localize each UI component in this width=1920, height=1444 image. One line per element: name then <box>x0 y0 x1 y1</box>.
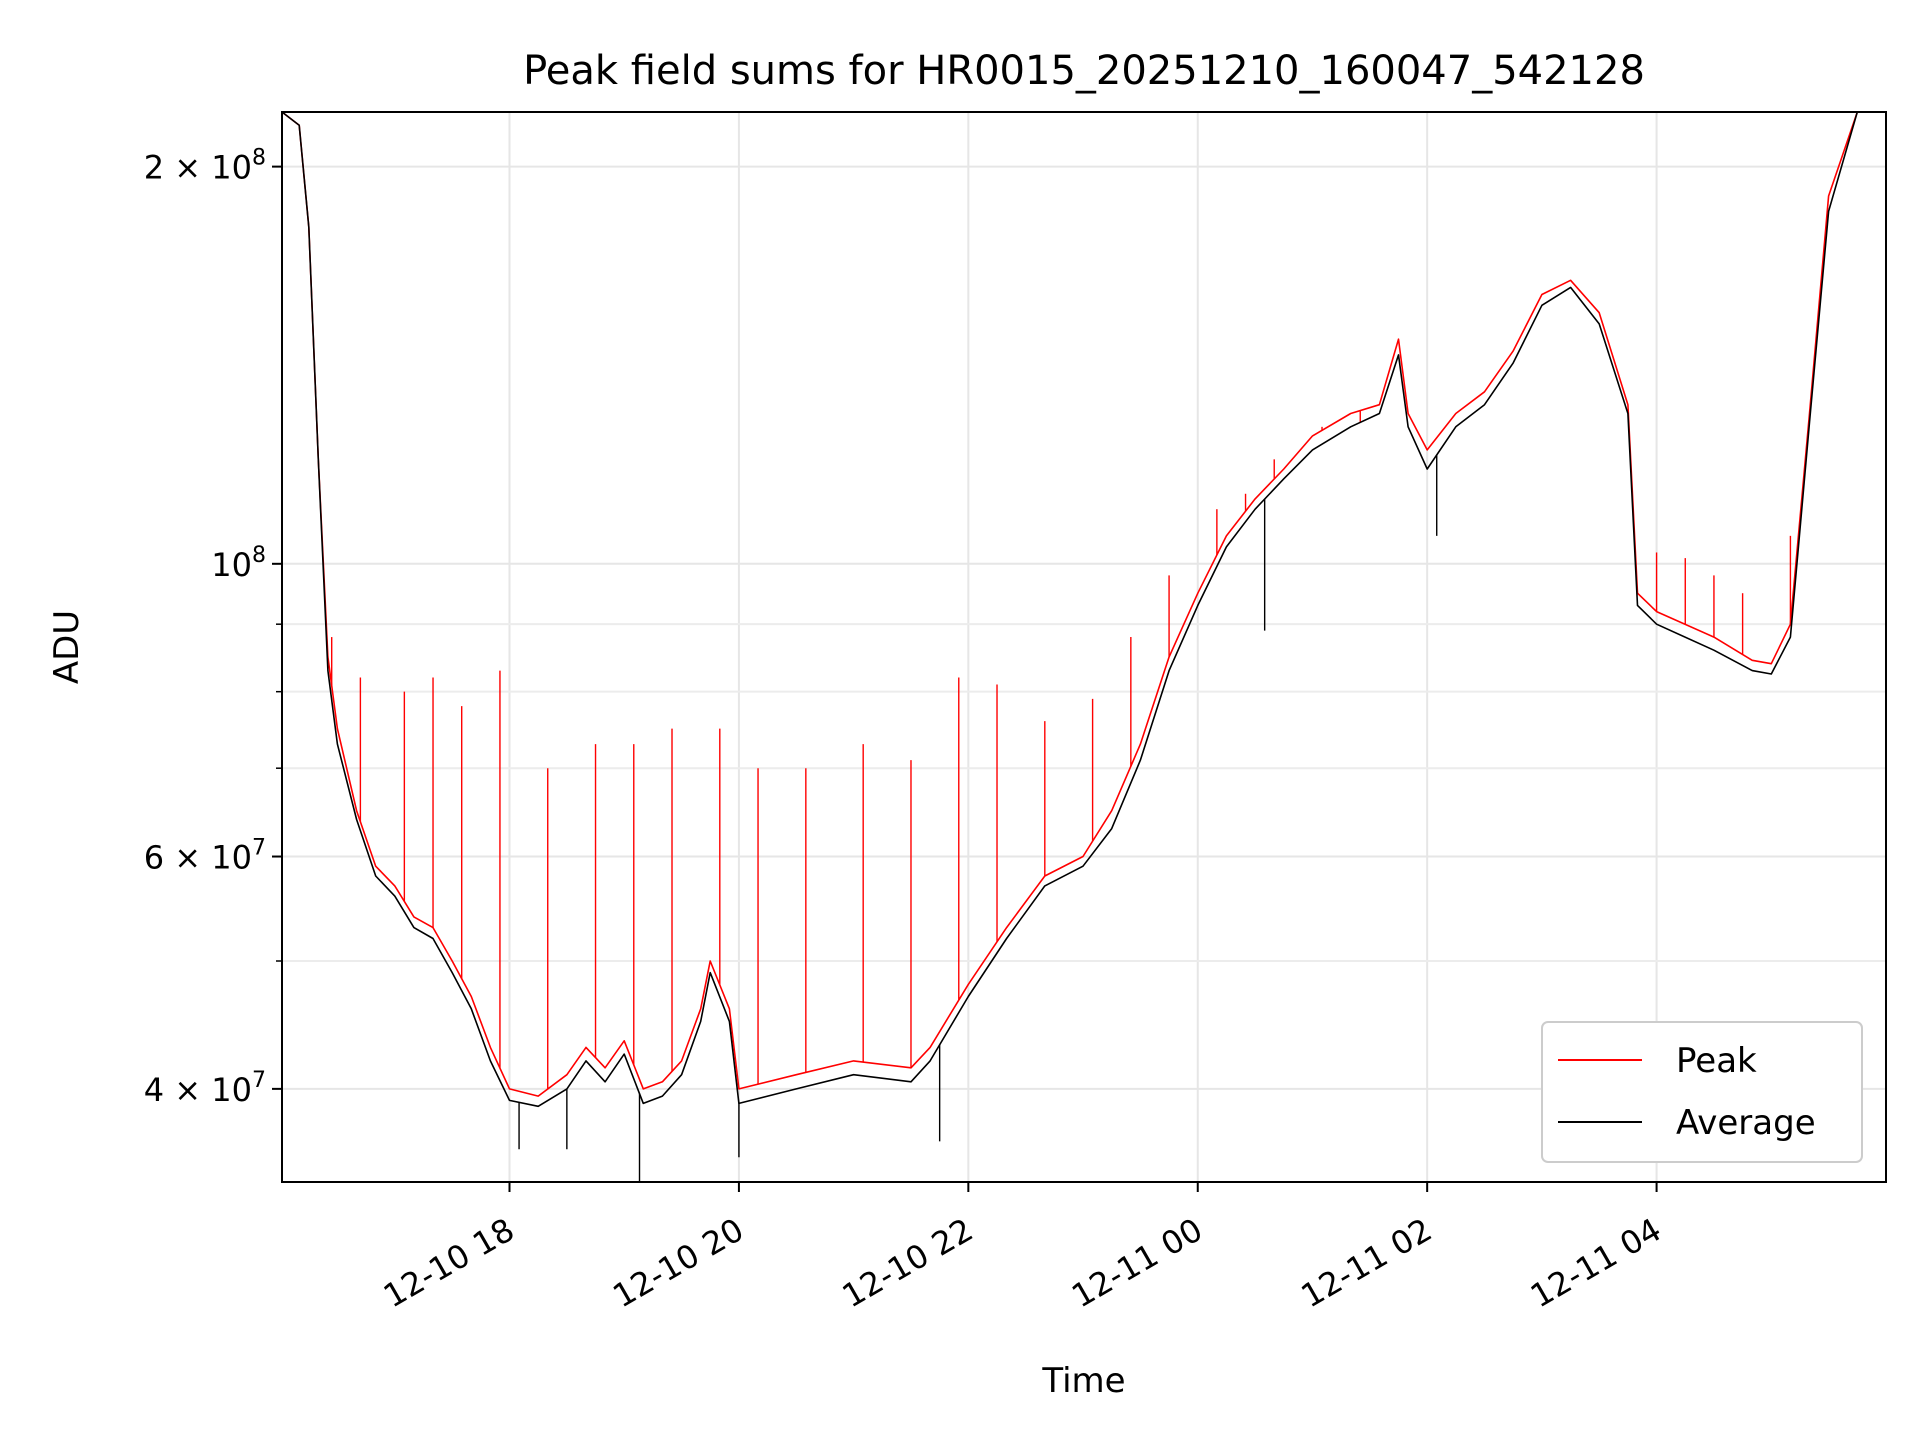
grid-layer <box>282 112 1886 1182</box>
x-tick-label: 12-11 02 <box>1295 1210 1439 1315</box>
y-tick-label: 2 × 108 <box>144 146 266 187</box>
y-tick-label: 4 × 107 <box>144 1068 266 1109</box>
y-tick-label-exponent: 7 <box>252 836 266 861</box>
series-line-peak <box>281 111 1886 1097</box>
y-tick-label: 6 × 107 <box>144 836 266 877</box>
y-axis-label: ADU <box>47 610 87 684</box>
y-tick-label-base: 4 × 10 <box>144 1071 252 1109</box>
series-line-average <box>281 111 1886 1108</box>
x-axis-label: Time <box>1041 1361 1125 1401</box>
y-tick-label-base: 10 <box>211 546 252 584</box>
x-tick-label: 12-11 04 <box>1524 1210 1668 1315</box>
legend-label-peak: Peak <box>1676 1041 1757 1081</box>
y-tick-label-exponent: 8 <box>252 146 266 171</box>
tick-layer: 12-10 18 12-10 20 12-10 22 12-11 00 12-11 02… <box>144 146 1668 1316</box>
x-tick-label: 12-10 18 <box>377 1210 521 1315</box>
legend: Peak Average <box>1541 1021 1863 1163</box>
x-tick-label: 12-10 20 <box>606 1210 750 1315</box>
y-tick-label: 108 <box>211 543 266 584</box>
legend-box <box>1541 1021 1863 1163</box>
plot-frame <box>281 111 1887 1183</box>
y-tick-label-exponent: 8 <box>252 543 266 568</box>
chart-title: Peak field sums for HR0015_20251210_1600… <box>523 48 1645 94</box>
y-tick-label-exponent: 7 <box>252 1068 266 1093</box>
y-tick-label-base: 6 × 10 <box>144 839 252 877</box>
legend-label-average: Average <box>1676 1103 1816 1143</box>
x-tick-label: 12-10 22 <box>836 1210 980 1315</box>
y-tick-label-base: 2 × 10 <box>144 149 252 187</box>
x-tick-label: 12-11 00 <box>1065 1210 1209 1315</box>
series-layer <box>281 111 1886 1182</box>
